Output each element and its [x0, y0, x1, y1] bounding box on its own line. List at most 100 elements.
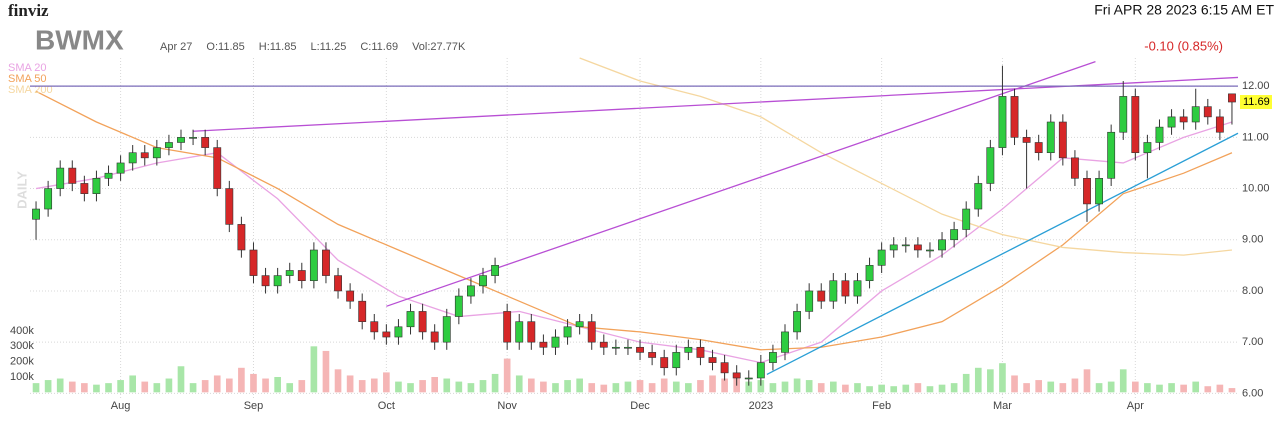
y-tick-label: 11.00 — [1242, 131, 1269, 143]
candle-body — [575, 321, 584, 328]
volume-bar — [1156, 384, 1163, 393]
volume-bar — [1119, 369, 1127, 393]
y-tick-label: 6.00 — [1242, 387, 1263, 399]
y2-tick-label: 100k — [10, 371, 34, 383]
candle-body — [853, 280, 862, 297]
volume-bar — [1083, 369, 1091, 393]
volume-bar — [1204, 386, 1212, 393]
last-price-box — [1240, 95, 1272, 110]
candle-body — [479, 275, 487, 287]
volume-bar — [56, 378, 64, 393]
y-tick-label: 7.00 — [1242, 336, 1263, 348]
volume-bar — [141, 381, 149, 393]
volume-bar — [479, 380, 487, 393]
volume-bar — [805, 380, 813, 393]
volume-bar — [878, 384, 885, 393]
candle-body — [128, 152, 137, 164]
volume-bar — [817, 383, 825, 393]
candle-body — [587, 321, 596, 343]
candle-body — [950, 229, 959, 241]
candle-body — [805, 290, 814, 312]
candle-body — [611, 346, 620, 349]
volume-bar — [866, 386, 873, 393]
candle-body — [346, 290, 355, 302]
volume-bar — [527, 378, 535, 393]
volume-bar — [962, 373, 970, 393]
volume-bar — [32, 383, 40, 393]
candle-body — [56, 167, 65, 189]
volume-bar — [564, 380, 571, 393]
candle-body — [1191, 106, 1200, 123]
volume-bar — [1011, 375, 1018, 393]
volume-bar — [515, 375, 523, 393]
candle-body — [1095, 178, 1104, 205]
candle-body — [189, 137, 198, 139]
sma-line — [579, 57, 1233, 256]
volume-bar — [81, 383, 88, 393]
candle-body — [1046, 121, 1055, 154]
candle-body — [781, 331, 789, 353]
candle-body — [962, 208, 971, 230]
candle-body — [370, 321, 379, 333]
candle-body — [708, 357, 717, 363]
candle-body — [672, 352, 681, 369]
candle-body — [793, 311, 802, 333]
volume-bar — [238, 367, 245, 393]
candle-body — [986, 147, 995, 184]
candle-body — [974, 183, 983, 210]
volume-bar — [455, 381, 463, 393]
volume-bar — [201, 380, 209, 393]
quote-info: Vol:27.77K — [412, 41, 466, 53]
y2-tick-label: 300k — [10, 340, 34, 352]
candle-body — [599, 341, 608, 348]
candle-body — [213, 147, 222, 189]
candle-body — [322, 249, 330, 276]
x-tick-label: Oct — [378, 400, 395, 412]
volume-bar — [685, 383, 692, 393]
candle-body — [177, 137, 185, 143]
candle-body — [92, 178, 101, 194]
candle-body — [696, 346, 705, 358]
candle-body — [503, 311, 512, 343]
candle-body — [1070, 157, 1079, 179]
volume-bar — [105, 383, 112, 393]
candle-body — [1228, 93, 1236, 103]
volume-bar — [781, 381, 789, 393]
volume-bar — [793, 378, 801, 393]
candle-body — [563, 326, 572, 338]
y-tick-label: 8.00 — [1242, 285, 1263, 297]
volume-bar — [358, 380, 366, 393]
candle-body — [1167, 116, 1176, 128]
candle-body — [926, 249, 934, 252]
candle-body — [660, 357, 669, 369]
volume-bar — [334, 369, 342, 393]
volume-bar — [286, 383, 294, 393]
candle-body — [32, 208, 40, 220]
volume-bar — [1131, 381, 1139, 393]
candle-body — [1083, 178, 1091, 205]
volume-bar — [225, 378, 233, 393]
change: -0.10 (0.85%) — [1144, 38, 1223, 53]
volume-bar — [829, 381, 837, 393]
volume-bar — [745, 381, 753, 393]
volume-bar — [974, 367, 982, 393]
x-tick-label: Feb — [872, 400, 891, 412]
candle-body — [865, 265, 874, 282]
candle-body — [442, 316, 451, 343]
volume-bar — [431, 376, 439, 393]
logo: finviz — [8, 1, 49, 20]
volume-bar — [914, 383, 922, 393]
volume-bar — [68, 381, 76, 393]
candle-body — [938, 239, 946, 251]
volume-bar — [987, 369, 994, 393]
candle-body — [901, 244, 910, 247]
volume-bar — [177, 366, 185, 393]
candle-body — [382, 331, 391, 338]
volume-bar — [1107, 381, 1115, 393]
candle-body — [1203, 106, 1212, 118]
quote-info: Apr 27 — [160, 41, 192, 53]
volume-bar — [769, 383, 777, 393]
volume-bar — [854, 383, 861, 393]
candle-body — [297, 270, 306, 282]
